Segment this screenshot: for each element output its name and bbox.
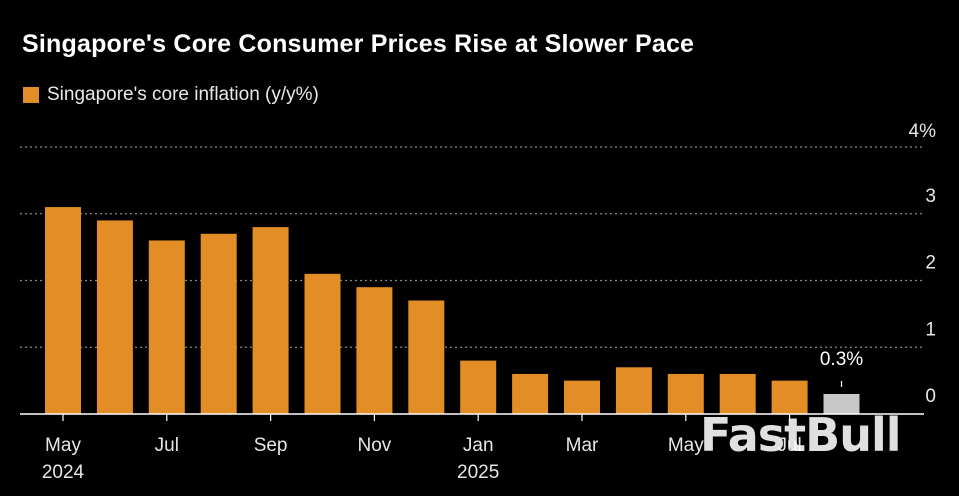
chart-title: Singapore's Core Consumer Prices Rise at… [22,30,695,58]
bar [96,220,133,414]
bar [667,373,704,414]
bar [356,287,393,414]
y-tick-label: 4% [909,121,937,142]
x-tick-label: Nov [358,435,392,456]
axis-layer [20,413,924,421]
x-tick-label: Jul [777,435,801,456]
bar [615,367,652,414]
y-tick-label: 0 [925,386,936,407]
bar [719,373,756,414]
bar [823,393,860,414]
x-tick-year-label: 2024 [42,462,85,483]
x-tick-label: May [668,435,704,456]
annotation-label: 0.3% [820,349,863,370]
bar [252,227,289,414]
bar [771,380,808,414]
bar [460,360,497,414]
bar-layer [45,207,860,414]
label-layer: 0 1 2 3 4% May 2024 Jul Sep Nov Jan 2025 Mar May Jul 0.… [42,121,936,483]
x-tick-label: Jul [155,435,179,456]
bar [45,207,81,414]
watermark-logo: FastBull [700,408,901,462]
y-tick-label: 3 [925,186,936,207]
bar [512,373,549,414]
bar [564,380,600,414]
bar [200,233,237,414]
y-tick-label: 1 [925,319,936,340]
x-tick-year-label: 2025 [457,462,499,483]
x-tick-label: Jan [463,435,494,456]
x-tick-label: Mar [566,435,599,456]
x-tick-label: May [45,435,81,456]
x-tick-label: Sep [254,435,288,456]
bar [408,300,445,414]
y-tick-label: 2 [925,253,936,274]
bar [304,273,341,414]
legend-label: Singapore's core inflation (y/y%) [47,84,319,105]
legend-swatch [23,87,39,103]
legend: Singapore's core inflation (y/y%) [23,84,319,106]
bar [148,240,185,414]
